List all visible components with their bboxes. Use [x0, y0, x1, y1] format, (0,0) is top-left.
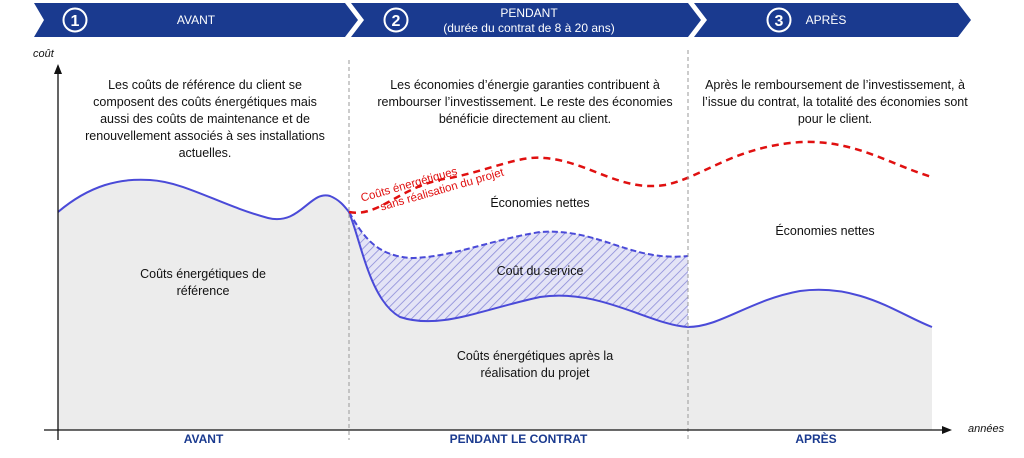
- phase-2-banner: [351, 3, 701, 37]
- bottom-label-avant: AVANT: [183, 432, 224, 446]
- phase-2-subtitle: (durée du contrat de 8 à 20 ans): [443, 21, 614, 35]
- label-reference-costs: Coûts énergétiques de référence: [140, 267, 266, 298]
- phase-2-title: PENDANT: [500, 6, 558, 20]
- reference-cost-area: [58, 179, 349, 430]
- phase-1-title: AVANT: [177, 13, 216, 27]
- bottom-label-apres: APRÈS: [795, 432, 837, 446]
- phase-2-number: 2: [392, 13, 401, 30]
- phase-3-number: 3: [775, 13, 784, 30]
- x-axis-label: années: [968, 423, 1005, 435]
- phase-3-banner: [694, 3, 971, 37]
- y-axis-arrow: [54, 64, 62, 74]
- label-after-project-costs: Coûts énergétiques après la réalisation …: [456, 349, 614, 380]
- phase-2-number-circle: [383, 7, 409, 33]
- label-service-cost: Coût du service: [496, 264, 584, 278]
- label-net-savings-during: Économies nettes: [490, 196, 590, 210]
- phase-3-number-circle: [766, 7, 792, 33]
- label-net-savings-after: Économies nettes: [775, 224, 875, 238]
- phase-3-title: APRÈS: [806, 12, 847, 27]
- service-cost-line: [348, 211, 689, 260]
- service-cost-area: [349, 212, 688, 327]
- bottom-label-pendant: PENDANT LE CONTRAT: [449, 432, 588, 446]
- post-project-cost-area: [349, 212, 932, 430]
- phase-1-number-circle: [62, 7, 88, 33]
- description-pendant: Les économies d’énergie garanties contri…: [377, 78, 673, 126]
- x-axis-arrow: [942, 426, 952, 434]
- phase-1-banner: [34, 3, 358, 37]
- energy-cost-curve: [57, 178, 933, 329]
- costs-without-project-line: [348, 140, 933, 214]
- y-axis-label: coût: [33, 48, 54, 60]
- description-apres: Après le remboursement de l’investisseme…: [702, 78, 968, 126]
- description-avant: Les coûts de référence du client se comp…: [85, 78, 325, 160]
- phase-1-number: 1: [71, 13, 80, 30]
